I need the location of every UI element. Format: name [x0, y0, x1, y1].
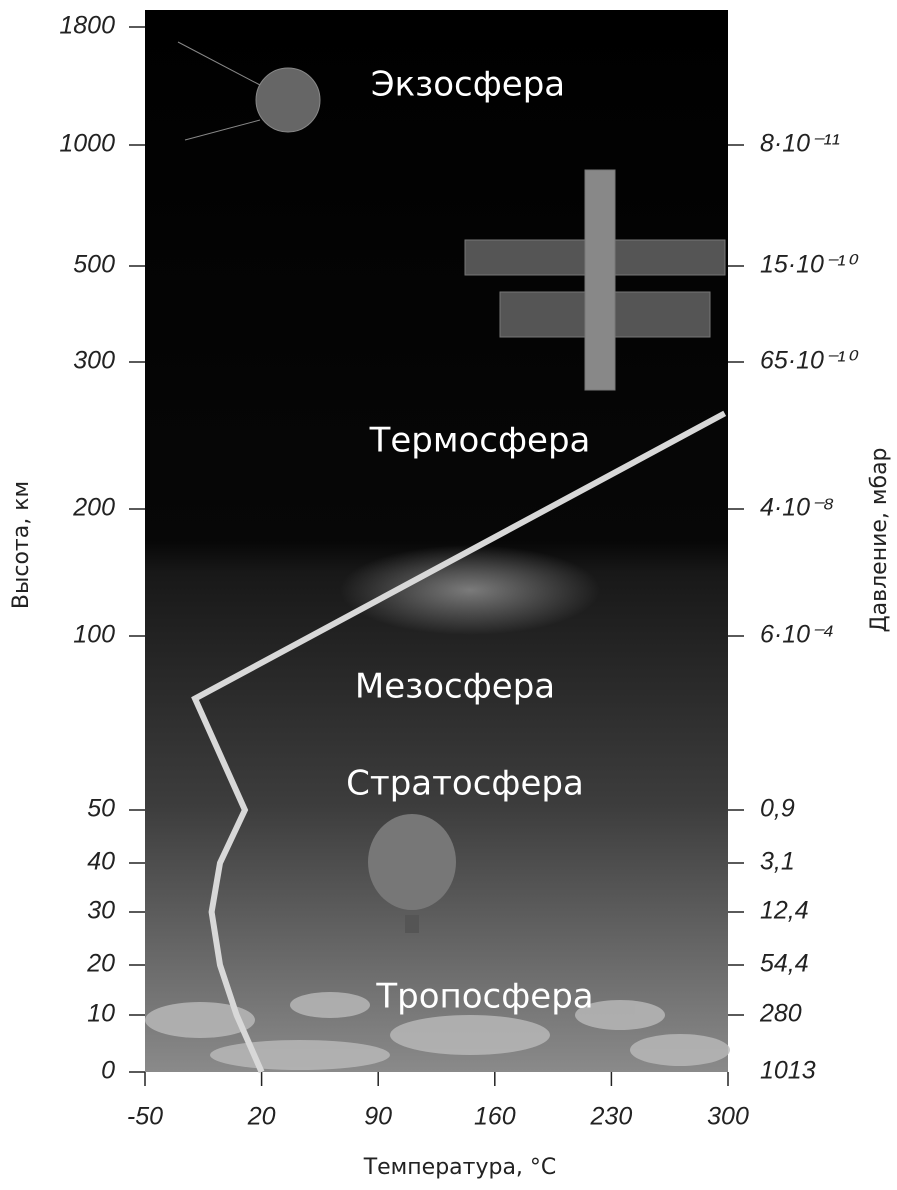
background — [145, 10, 728, 1072]
chart: Температура, °C Высота, км Давление, мба… — [0, 0, 897, 1185]
y-tick-label: 100 — [73, 621, 115, 649]
y2-tick-label: 12,4 — [760, 897, 809, 925]
y-tick-label: 10 — [87, 1000, 115, 1028]
y2-axis-title: Давление, мбар — [867, 447, 892, 632]
y-tick-label: 20 — [86, 950, 115, 978]
y2-tick-label: 280 — [759, 1000, 802, 1028]
layer-label: Экзосфера — [371, 65, 565, 105]
y-tick-label: 1000 — [59, 130, 115, 158]
layer-label: Стратосфера — [346, 764, 584, 804]
y2-tick-label: 4·10⁻⁸ — [760, 494, 834, 522]
y2-tick-label: 15·10⁻¹⁰ — [760, 251, 859, 279]
layer-label: Мезосфера — [355, 667, 555, 707]
y2-tick-label: 8·10⁻¹¹ — [760, 130, 840, 158]
y2-tick-label: 1013 — [760, 1057, 816, 1085]
y-tick-label: 200 — [72, 494, 115, 522]
y-tick-label: 300 — [73, 347, 115, 375]
y-tick-label: 40 — [87, 848, 115, 876]
y-tick-label: 1800 — [59, 12, 115, 40]
y2-tick-label: 3,1 — [760, 848, 795, 876]
y-tick-label: 0 — [101, 1057, 115, 1085]
y-tick-label: 30 — [87, 897, 115, 925]
y2-tick-label: 54,4 — [760, 950, 809, 978]
x-axis-title: Температура, °C — [363, 1155, 557, 1180]
x-tick-label: -50 — [127, 1103, 163, 1131]
y-tick-label: 50 — [87, 795, 115, 823]
aurora — [340, 545, 600, 635]
y-tick-label: 500 — [73, 251, 115, 279]
layer-label: Термосфера — [369, 421, 591, 461]
y-axis-title: Высота, км — [9, 481, 34, 609]
y2-tick-label: 6·10⁻⁴ — [760, 621, 834, 649]
x-tick-label: 160 — [474, 1103, 516, 1131]
y2-tick-label: 65·10⁻¹⁰ — [760, 347, 859, 375]
layer-label: Тропосфера — [375, 977, 593, 1017]
x-tick-label: 90 — [364, 1103, 392, 1131]
y2-tick-label: 0,9 — [760, 795, 795, 823]
x-tick-label: 300 — [707, 1103, 749, 1131]
x-tick-label: 20 — [247, 1103, 276, 1131]
x-tick-label: 230 — [590, 1103, 633, 1131]
